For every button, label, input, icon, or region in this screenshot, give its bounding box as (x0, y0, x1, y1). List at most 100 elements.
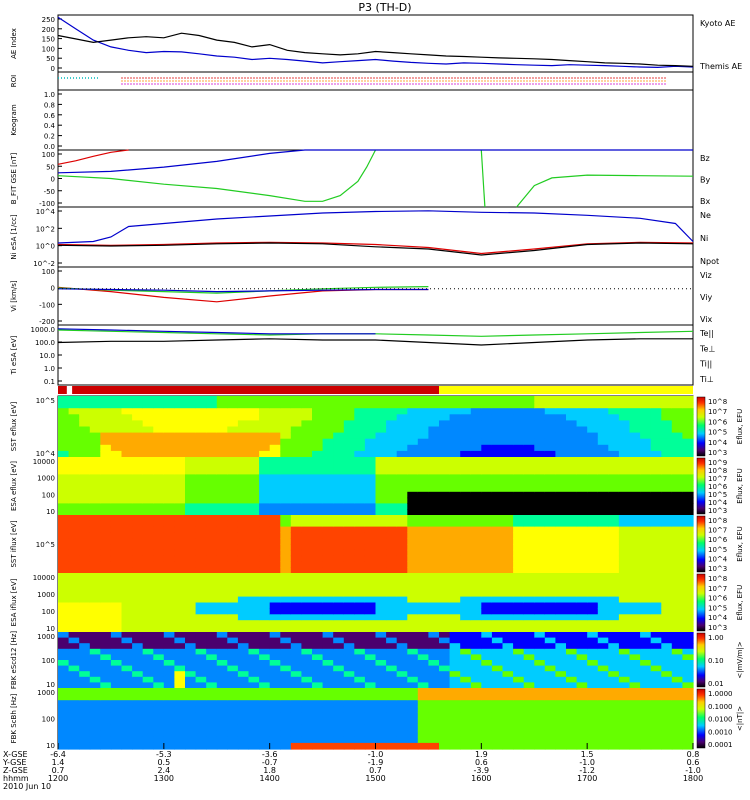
colorbar-tick-esa-i-flux: 10^4 (708, 614, 728, 622)
colorbar-sst-i-flux (696, 515, 706, 573)
colorbar-esa-e-flux (696, 457, 706, 515)
ytick-esa-i-flux: 100 (42, 608, 55, 616)
series-Bx (57, 149, 693, 174)
mode-segment (58, 386, 67, 394)
series-Ni-blue (57, 210, 694, 244)
ytick-fbk-e: 1000 (37, 633, 55, 641)
ytick-ni: 10^-2 (33, 260, 55, 268)
xtick-label: 1.4 (52, 758, 65, 767)
ytick-ae: 200 (42, 26, 55, 34)
ylabel-ti: Ti eSA [eV] (10, 335, 18, 375)
colorbar-tick-esa-e-flux: 10^6 (708, 483, 728, 491)
ytick-fbk-e: 10 (46, 681, 55, 689)
ytick-fbk-b: 100 (42, 716, 55, 724)
ytick-ae: 150 (42, 36, 55, 44)
ytick-bfit: -50 (44, 188, 55, 196)
ytick-ni: 10^4 (36, 208, 56, 216)
ytick-esa-e-flux: 10000 (33, 458, 55, 466)
ytick-esa-e-flux: 100 (42, 491, 55, 499)
ytick-vi: 0 (51, 285, 55, 293)
colorbar-label-esa-i-flux: Eflux, EFU (736, 585, 744, 620)
legend-ni: Npot (700, 257, 719, 266)
series-Ne-red (57, 241, 694, 255)
colorbar-tick-fbk-b: 0.0100 (708, 716, 733, 724)
figure-title: P3 (TH-D) (358, 1, 411, 14)
ytick-keogram: 0.8 (44, 101, 55, 109)
ytick-keogram: 0.0 (44, 143, 55, 151)
colorbar-tick-esa-i-flux: 10^3 (708, 624, 727, 632)
series-Vix (57, 288, 429, 293)
ytick-bfit: 50 (46, 163, 55, 171)
colorbar-tick-sst-i-flux: 10^7 (708, 527, 727, 535)
xtick-label: 1.8 (263, 766, 276, 775)
ylabel-sst-i-flux: SST iflux [eV] (10, 520, 18, 567)
ylabel-fbk-e: FBK eScd12 [Hz] (10, 631, 18, 689)
colorbar-tick-fbk-e: 0.10 (708, 657, 724, 665)
xtick-label: 1.9 (475, 750, 488, 759)
series-By (57, 149, 377, 202)
colorbar-tick-sst-i-flux: 10^8 (708, 517, 727, 525)
colorbar-label-esa-e-flux: Eflux, EFU (736, 468, 744, 503)
series-Themis AE (57, 32, 694, 67)
colorbar-sst-e-flux (696, 396, 706, 457)
xtick-label: 1500 (365, 774, 385, 783)
ytick-esa-e-flux: 1000 (37, 475, 55, 483)
spectrogram-fbk-b (58, 688, 694, 750)
ytick-esa-i-flux: 10 (46, 625, 55, 633)
colorbar-tick-esa-e-flux: 10^7 (708, 475, 727, 483)
colorbar-label-sst-e-flux: Eflux, EFU (736, 409, 744, 444)
ylabel-esa-e-flux: ESA eflux [eV] (10, 461, 18, 511)
legend-vi: Viy (700, 293, 713, 302)
colorbar-tick-esa-i-flux: 10^7 (708, 585, 727, 593)
ytick-bfit: 100 (42, 151, 55, 159)
x-axis-row-label: Y-GSE (2, 758, 26, 767)
xtick-label: -1.0 (685, 766, 701, 775)
legend-bfit: By (700, 176, 710, 185)
colorbar-label-sst-i-flux: Eflux, EFU (736, 526, 744, 561)
ytick-ae: 100 (42, 45, 55, 53)
ytick-vi: -200 (39, 318, 55, 326)
colorbar-tick-sst-i-flux: 10^4 (708, 555, 728, 563)
ytick-keogram: 0.4 (44, 122, 56, 130)
series-By-3 (516, 174, 694, 208)
xtick-label: -5.3 (156, 750, 172, 759)
x-axis-row-label: Z-GSE (3, 766, 28, 775)
ytick-keogram: 0.2 (44, 133, 55, 141)
x-axis-date-label: 2010 Jun 10 (3, 782, 51, 791)
colorbar-tick-fbk-e: 0.01 (708, 680, 724, 688)
ytick-ni: 10^0 (36, 243, 55, 251)
legend-ni: Ne (700, 211, 711, 220)
legend-ti: Te⊥ (699, 344, 715, 353)
xtick-label: 0.6 (475, 758, 488, 767)
xtick-label: -1.9 (368, 758, 384, 767)
colorbar-tick-fbk-b: 0.0010 (708, 728, 733, 736)
ytick-ae: 0 (51, 65, 55, 73)
colorbar-tick-sst-e-flux: 10^3 (708, 449, 727, 457)
spectrogram-fbk-e (58, 632, 694, 689)
colorbar-tick-sst-e-flux: 10^4 (708, 439, 728, 447)
colorbar-tick-sst-i-flux: 10^6 (708, 536, 728, 544)
legend-ti: Ti|| (699, 360, 712, 369)
xtick-label: -1.0 (368, 750, 384, 759)
ytick-fbk-b: 10 (46, 742, 55, 750)
ylabel-keogram: Keogram (10, 104, 18, 135)
xtick-label: 0.6 (687, 758, 700, 767)
legend-ti: Te|| (699, 329, 714, 338)
ytick-sst-i-flux: 10^5 (36, 541, 55, 549)
ytick-bfit: -100 (39, 200, 55, 208)
colorbar-tick-esa-i-flux: 10^5 (708, 604, 727, 612)
colorbar-tick-esa-i-flux: 10^8 (708, 575, 727, 583)
spectrogram-esa-i-flux (58, 573, 694, 633)
spectrogram-sst-i-flux (58, 515, 694, 574)
ylabel-bfit: B_FIT GSE [nT] (10, 152, 18, 204)
ylabel-sst-e-flux: SST eflux [eV] (10, 402, 18, 452)
ytick-keogram: 1.0 (44, 91, 55, 99)
ylabel-ni: Ni eSA [1/cc] (10, 214, 18, 260)
ytick-ti: 0.1 (44, 378, 55, 386)
colorbar-tick-esa-e-flux: 10^8 (708, 467, 727, 475)
colorbar-fbk-e (696, 632, 706, 688)
colorbar-tick-fbk-b: 0.0001 (708, 741, 733, 749)
panel-frame-roi (57, 71, 694, 91)
ytick-ti: 1.0 (44, 365, 55, 373)
